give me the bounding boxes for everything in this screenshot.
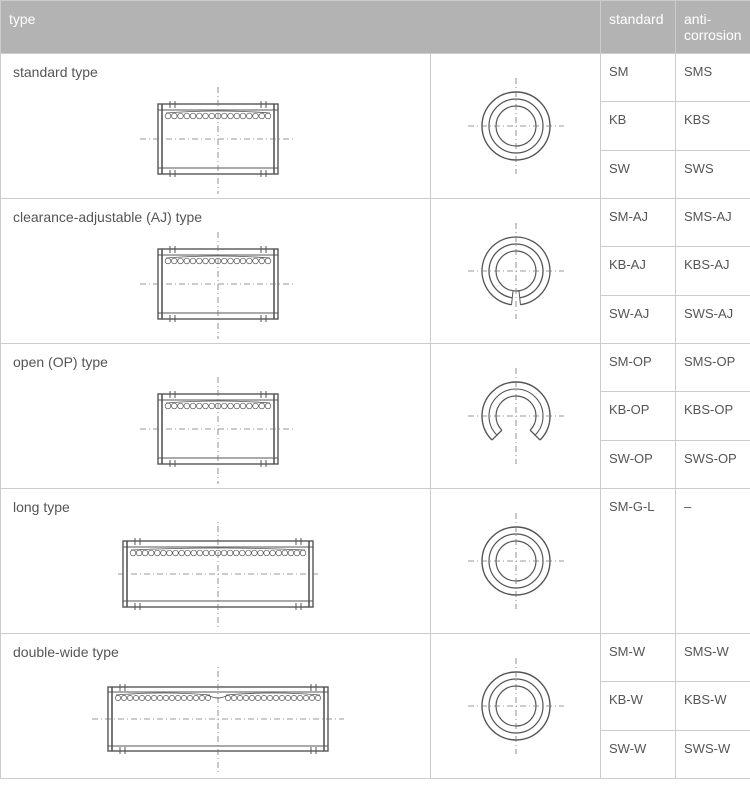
side-view-wrap xyxy=(13,519,422,629)
code-anticorrosion: KBS-W xyxy=(676,682,750,730)
code-anticorrosion: SMS-OP xyxy=(676,344,750,392)
end-view-diagram xyxy=(461,651,571,761)
side-view-diagram xyxy=(88,664,348,774)
side-view-diagram xyxy=(118,229,318,339)
type-label: double-wide type xyxy=(13,644,422,660)
type-label: open (OP) type xyxy=(13,354,422,370)
end-view-diagram xyxy=(461,361,571,471)
type-label: standard type xyxy=(13,64,422,80)
code-standard: SW-OP xyxy=(601,440,676,488)
code-anticorrosion: SWS xyxy=(676,150,750,198)
code-anticorrosion: SMS-AJ xyxy=(676,199,750,247)
code-anticorrosion: SMS xyxy=(676,54,750,102)
end-view-cell xyxy=(431,199,601,344)
side-view-wrap xyxy=(13,374,422,484)
code-standard: KB xyxy=(601,102,676,150)
code-standard: SM-AJ xyxy=(601,199,676,247)
code-standard: KB-AJ xyxy=(601,247,676,295)
code-anticorrosion: KBS-OP xyxy=(676,392,750,440)
code-standard: SM-W xyxy=(601,634,676,682)
type-label: long type xyxy=(13,499,422,515)
end-view-cell xyxy=(431,344,601,489)
col-header-type: type xyxy=(1,1,601,54)
code-anticorrosion: SWS-OP xyxy=(676,440,750,488)
type-cell: clearance-adjustable (AJ) type xyxy=(1,199,431,344)
code-standard: KB-W xyxy=(601,682,676,730)
code-standard: SM-OP xyxy=(601,344,676,392)
type-cell: double-wide type xyxy=(1,634,431,779)
col-header-standard: standard xyxy=(601,1,676,54)
code-standard: SW-AJ xyxy=(601,295,676,343)
type-cell: long type xyxy=(1,489,431,634)
end-view-diagram xyxy=(461,506,571,616)
end-view-cell xyxy=(431,634,601,779)
code-standard: SM-G-L xyxy=(601,489,676,634)
side-view-diagram xyxy=(118,374,318,484)
type-cell: standard type xyxy=(1,54,431,199)
code-anticorrosion: KBS-AJ xyxy=(676,247,750,295)
type-cell: open (OP) type xyxy=(1,344,431,489)
end-view-cell xyxy=(431,54,601,199)
code-anticorrosion: SWS-W xyxy=(676,730,750,778)
code-standard: SW-W xyxy=(601,730,676,778)
code-anticorrosion: – xyxy=(676,489,750,634)
type-label: clearance-adjustable (AJ) type xyxy=(13,209,422,225)
side-view-wrap xyxy=(13,229,422,339)
code-anticorrosion: KBS xyxy=(676,102,750,150)
col-header-anticorrosion: anti-corrosion xyxy=(676,1,750,54)
end-view-cell xyxy=(431,489,601,634)
code-standard: KB-OP xyxy=(601,392,676,440)
code-standard: SM xyxy=(601,54,676,102)
bearing-types-table: type standard anti-corrosion standard ty… xyxy=(0,0,750,779)
end-view-diagram xyxy=(461,216,571,326)
side-view-diagram xyxy=(118,519,318,629)
side-view-wrap xyxy=(13,664,422,774)
side-view-diagram xyxy=(118,84,318,194)
end-view-diagram xyxy=(461,71,571,181)
code-anticorrosion: SWS-AJ xyxy=(676,295,750,343)
code-anticorrosion: SMS-W xyxy=(676,634,750,682)
side-view-wrap xyxy=(13,84,422,194)
code-standard: SW xyxy=(601,150,676,198)
